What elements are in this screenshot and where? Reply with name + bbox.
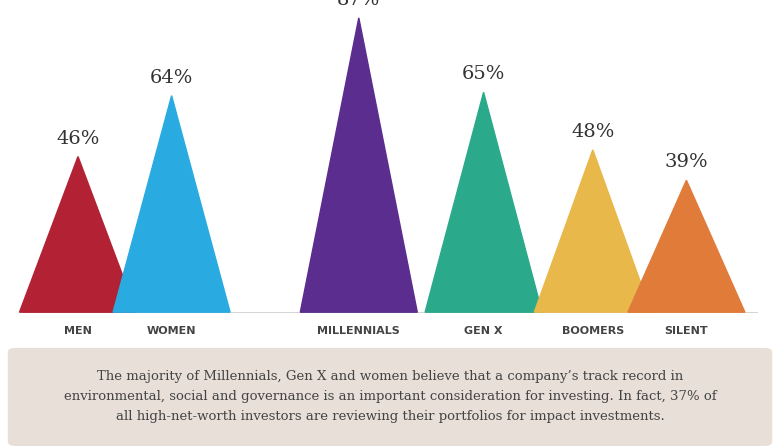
Text: MEN: MEN [64,326,92,335]
Text: 65%: 65% [462,66,505,83]
Text: MILLENNIALS: MILLENNIALS [317,326,400,335]
Text: 87%: 87% [337,0,381,9]
Text: SILENT: SILENT [665,326,708,335]
Polygon shape [628,180,745,312]
Text: 48%: 48% [571,123,615,141]
Polygon shape [300,18,417,312]
Text: BOOMERS: BOOMERS [562,326,624,335]
Text: WOMEN: WOMEN [147,326,197,335]
Text: 46%: 46% [56,130,100,148]
Text: The majority of Millennials, Gen X and women believe that a company’s track reco: The majority of Millennials, Gen X and w… [64,371,716,423]
Text: 64%: 64% [150,69,193,87]
Polygon shape [20,157,136,312]
Polygon shape [113,95,230,312]
Polygon shape [534,150,651,312]
Text: 39%: 39% [665,153,708,171]
Text: GEN X: GEN X [464,326,503,335]
Polygon shape [425,92,542,312]
FancyBboxPatch shape [8,348,772,446]
